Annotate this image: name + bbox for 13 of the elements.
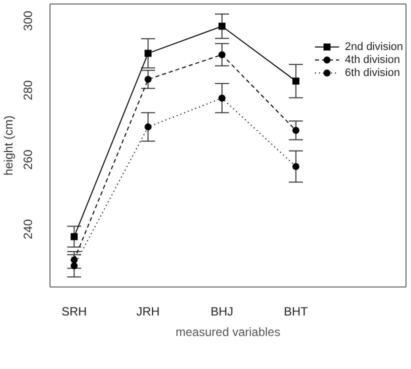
x-tick-label: JRH: [136, 304, 160, 319]
y-tick-label: 300: [21, 10, 35, 31]
x-tick-label: BHT: [284, 304, 309, 319]
legend-label: 2nd division: [344, 40, 403, 52]
y-tick-label: 260: [21, 149, 35, 170]
x-tick-label: SRH: [61, 304, 87, 319]
y-axis-title: height (cm): [1, 115, 16, 176]
x-axis-title: measured variables: [176, 325, 280, 339]
legend-label: 4th division: [344, 54, 400, 66]
y-tick-label: 240: [21, 218, 35, 240]
y-tick-label: 280: [21, 80, 35, 100]
x-tick-label: BHJ: [210, 304, 234, 319]
legend-label: 6th division: [344, 66, 400, 78]
